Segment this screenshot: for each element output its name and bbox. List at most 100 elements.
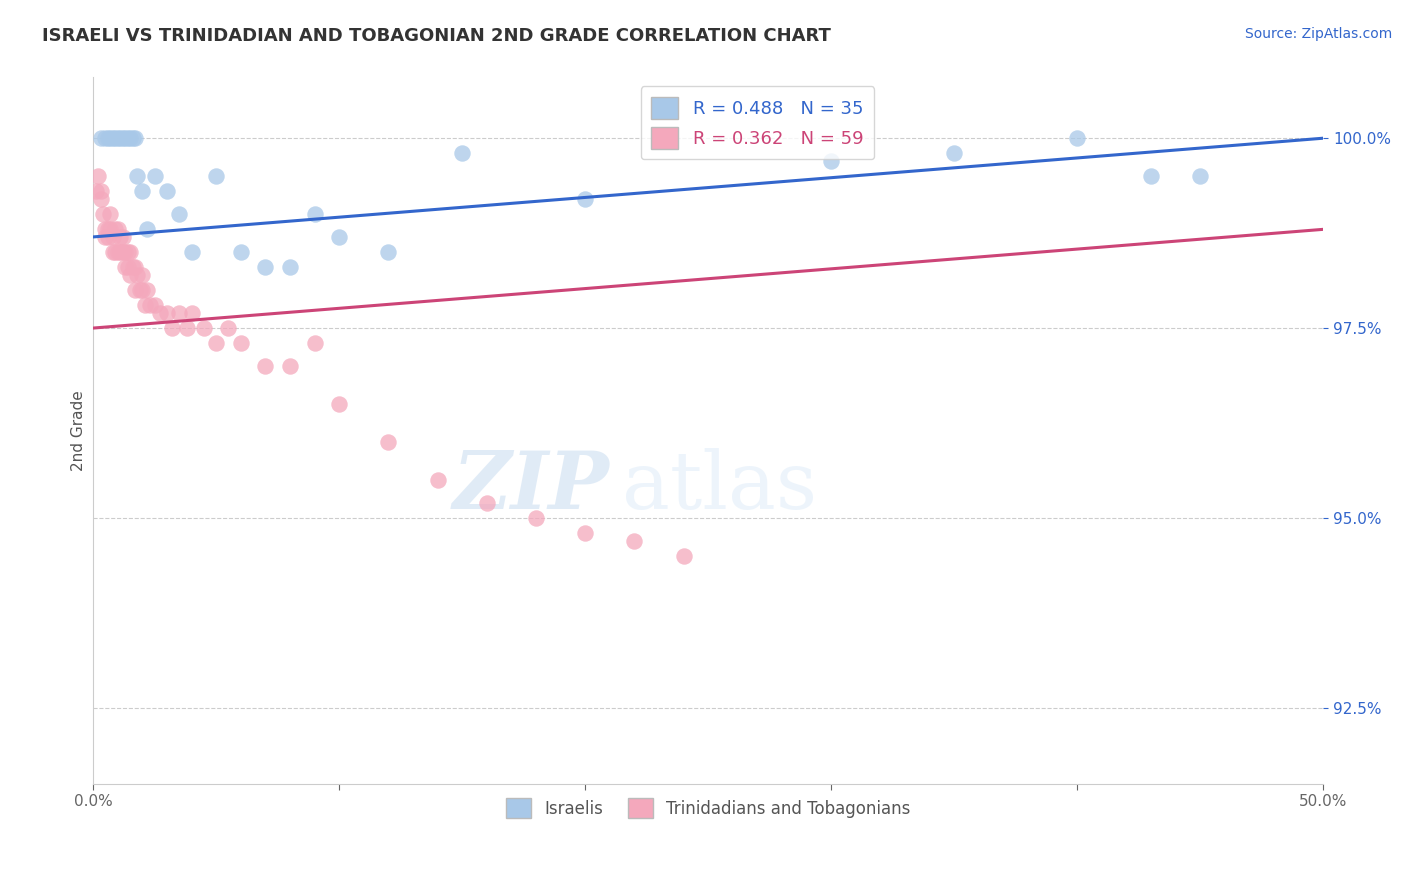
Point bbox=[156, 185, 179, 199]
Point bbox=[111, 245, 134, 260]
Point bbox=[97, 131, 120, 145]
Point bbox=[377, 434, 399, 449]
Point bbox=[104, 222, 127, 236]
Point bbox=[176, 321, 198, 335]
Point bbox=[111, 131, 134, 145]
Point bbox=[229, 336, 252, 351]
Point bbox=[254, 359, 277, 373]
Point bbox=[205, 336, 228, 351]
Legend: Israelis, Trinidadians and Tobagonians: Israelis, Trinidadians and Tobagonians bbox=[499, 791, 917, 825]
Point bbox=[377, 245, 399, 260]
Point bbox=[127, 268, 149, 282]
Point bbox=[107, 222, 129, 236]
Point bbox=[254, 260, 277, 275]
Point bbox=[104, 131, 127, 145]
Point bbox=[121, 131, 143, 145]
Point bbox=[131, 185, 153, 199]
Point bbox=[143, 298, 166, 312]
Point bbox=[117, 245, 139, 260]
Point bbox=[114, 131, 136, 145]
Point bbox=[574, 192, 596, 206]
Point bbox=[943, 146, 966, 161]
Point bbox=[87, 169, 110, 183]
Point bbox=[101, 131, 124, 145]
Point bbox=[574, 526, 596, 541]
Point bbox=[131, 268, 153, 282]
Point bbox=[169, 207, 191, 221]
Point bbox=[180, 245, 202, 260]
Point bbox=[124, 131, 146, 145]
Point bbox=[1140, 169, 1163, 183]
Y-axis label: 2nd Grade: 2nd Grade bbox=[72, 390, 86, 471]
Point bbox=[90, 131, 112, 145]
Point bbox=[229, 245, 252, 260]
Point bbox=[100, 222, 122, 236]
Point bbox=[180, 306, 202, 320]
Point bbox=[475, 496, 498, 510]
Point bbox=[169, 306, 191, 320]
Point bbox=[304, 207, 326, 221]
Point bbox=[278, 359, 301, 373]
Point bbox=[160, 321, 183, 335]
Point bbox=[110, 245, 132, 260]
Point bbox=[121, 260, 143, 275]
Point bbox=[90, 185, 112, 199]
Point bbox=[117, 131, 139, 145]
Point bbox=[84, 185, 107, 199]
Point bbox=[1189, 169, 1212, 183]
Point bbox=[451, 146, 474, 161]
Point bbox=[149, 306, 172, 320]
Point bbox=[101, 245, 124, 260]
Point bbox=[120, 268, 142, 282]
Point bbox=[131, 283, 153, 297]
Point bbox=[820, 153, 842, 168]
Text: ISRAELI VS TRINIDADIAN AND TOBAGONIAN 2ND GRADE CORRELATION CHART: ISRAELI VS TRINIDADIAN AND TOBAGONIAN 2N… bbox=[42, 27, 831, 45]
Point bbox=[117, 260, 139, 275]
Point bbox=[110, 131, 132, 145]
Point bbox=[124, 283, 146, 297]
Point bbox=[328, 230, 350, 244]
Point bbox=[97, 222, 120, 236]
Point bbox=[100, 207, 122, 221]
Text: atlas: atlas bbox=[621, 448, 817, 526]
Point bbox=[107, 131, 129, 145]
Point bbox=[1066, 131, 1088, 145]
Point bbox=[114, 245, 136, 260]
Point bbox=[94, 222, 117, 236]
Point bbox=[94, 230, 117, 244]
Point bbox=[94, 131, 117, 145]
Point bbox=[134, 298, 156, 312]
Point bbox=[90, 192, 112, 206]
Point bbox=[111, 230, 134, 244]
Point bbox=[136, 222, 159, 236]
Point bbox=[218, 321, 240, 335]
Point bbox=[100, 131, 122, 145]
Point bbox=[304, 336, 326, 351]
Point bbox=[672, 549, 695, 563]
Point bbox=[205, 169, 228, 183]
Point bbox=[120, 245, 142, 260]
Point bbox=[101, 230, 124, 244]
Point bbox=[156, 306, 179, 320]
Point bbox=[110, 230, 132, 244]
Text: ZIP: ZIP bbox=[453, 449, 610, 526]
Point bbox=[104, 245, 127, 260]
Point bbox=[136, 283, 159, 297]
Point bbox=[114, 260, 136, 275]
Point bbox=[91, 207, 114, 221]
Point bbox=[328, 397, 350, 411]
Point bbox=[143, 169, 166, 183]
Point bbox=[524, 511, 547, 525]
Point bbox=[107, 245, 129, 260]
Point bbox=[120, 131, 142, 145]
Point bbox=[278, 260, 301, 275]
Point bbox=[127, 169, 149, 183]
Point bbox=[139, 298, 162, 312]
Point bbox=[623, 533, 645, 548]
Text: Source: ZipAtlas.com: Source: ZipAtlas.com bbox=[1244, 27, 1392, 41]
Point bbox=[129, 283, 152, 297]
Point bbox=[124, 260, 146, 275]
Point bbox=[426, 473, 449, 487]
Point bbox=[97, 230, 120, 244]
Point bbox=[193, 321, 215, 335]
